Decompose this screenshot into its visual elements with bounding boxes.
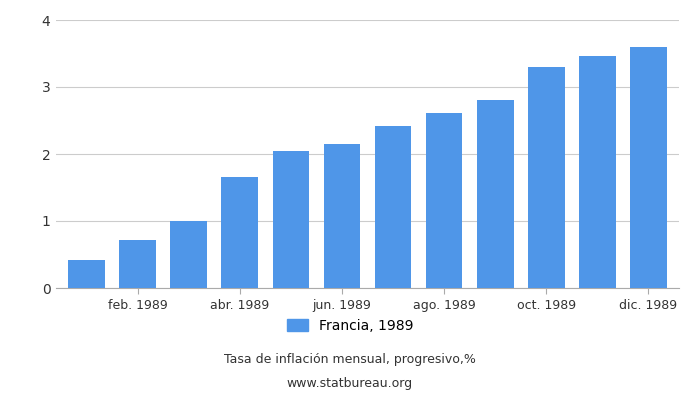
Bar	[272, 151, 309, 288]
Bar	[119, 240, 156, 288]
Bar	[579, 56, 616, 288]
Bar	[374, 126, 412, 288]
Bar	[323, 144, 360, 288]
Bar	[477, 100, 514, 288]
Bar	[528, 67, 565, 288]
Bar	[221, 178, 258, 288]
Bar	[69, 260, 105, 288]
Text: Tasa de inflación mensual, progresivo,%: Tasa de inflación mensual, progresivo,%	[224, 354, 476, 366]
Bar	[426, 113, 463, 288]
Text: www.statbureau.org: www.statbureau.org	[287, 378, 413, 390]
Legend: Francia, 1989: Francia, 1989	[287, 319, 413, 333]
Bar	[630, 47, 666, 288]
Bar	[170, 221, 207, 288]
